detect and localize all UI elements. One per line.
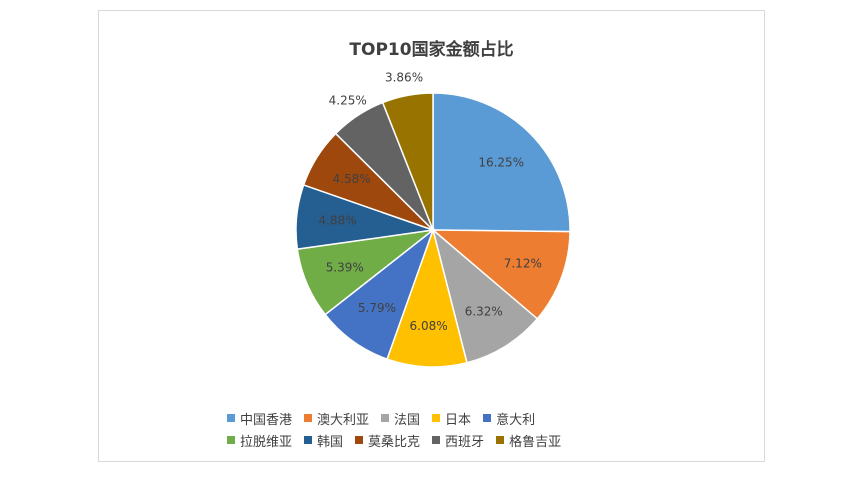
pie-chart: 16.25% 7.12% 6.32% 6.08% 5.79% 5.39% 4.88% 4.58… (295, 71, 571, 368)
legend-item-6: 韩国 (304, 431, 343, 450)
legend-swatch-9 (496, 436, 505, 444)
legend-label-6: 韩国 (317, 434, 344, 450)
legend-item-1: 澳大利亚 (304, 409, 369, 428)
chart-frame: TOP10国家金额占比 16.25% 7.12% 6.32% 6.08% 5.79% 5.… (98, 10, 765, 462)
chart-legend: 中国香港 澳大利亚 法国 日本 意大利拉脱维亚 韩国 莫桑比克 西班牙 格鲁吉亚 (227, 407, 647, 451)
legend-row-1: 拉脱维亚 韩国 莫桑比克 西班牙 格鲁吉亚 (227, 429, 647, 451)
legend-label-0: 中国香港 (240, 412, 293, 428)
slice-label-3: 6.08% (410, 319, 448, 333)
legend-label-4: 意大利 (496, 412, 536, 428)
pie-slice-9 (381, 92, 434, 231)
legend-label-5: 拉脱维亚 (240, 434, 293, 450)
legend-label-8: 西班牙 (445, 434, 485, 450)
legend-swatch-5 (227, 436, 235, 444)
legend-item-0: 中国香港 (227, 409, 292, 428)
legend-label-1: 澳大利亚 (317, 412, 370, 428)
legend-item-5: 拉脱维亚 (227, 431, 292, 450)
legend-swatch-1 (304, 414, 313, 422)
legend-item-9: 格鲁吉亚 (496, 431, 561, 450)
legend-item-2: 法国 (381, 409, 420, 428)
legend-label-3: 日本 (445, 412, 472, 428)
legend-item-8: 西班牙 (432, 431, 484, 450)
slice-label-5: 5.39% (326, 261, 364, 275)
pie-slice-3 (386, 227, 468, 368)
legend-swatch-3 (432, 414, 441, 422)
legend-item-3: 日本 (432, 409, 471, 428)
legend-label-7: 莫桑比克 (368, 434, 421, 450)
slice-label-8: 4.25% (329, 94, 367, 108)
legend-row-0: 中国香港 澳大利亚 法国 日本 意大利 (227, 407, 647, 429)
slice-label-0: 16.25% (478, 156, 524, 170)
slice-label-6: 4.88% (318, 214, 356, 228)
slice-label-2: 6.32% (465, 304, 503, 318)
chart-title: TOP10国家金额占比 (349, 40, 514, 60)
pie-slice-0 (432, 92, 571, 233)
slice-label-4: 5.79% (358, 301, 396, 315)
slice-label-7: 4.58% (333, 172, 371, 186)
legend-swatch-7 (355, 436, 364, 444)
legend-swatch-2 (381, 414, 390, 422)
slice-label-9: 3.86% (385, 71, 423, 85)
legend-item-4: 意大利 (483, 409, 535, 428)
pie-slice-1 (430, 229, 571, 320)
legend-swatch-4 (483, 414, 492, 422)
legend-item-7: 莫桑比克 (355, 431, 420, 450)
slice-label-1: 7.12% (504, 257, 542, 271)
legend-swatch-6 (304, 436, 313, 444)
legend-swatch-8 (432, 436, 441, 444)
legend-swatch-0 (227, 414, 235, 422)
legend-label-9: 格鲁吉亚 (509, 434, 562, 450)
legend-label-2: 法国 (394, 412, 421, 428)
